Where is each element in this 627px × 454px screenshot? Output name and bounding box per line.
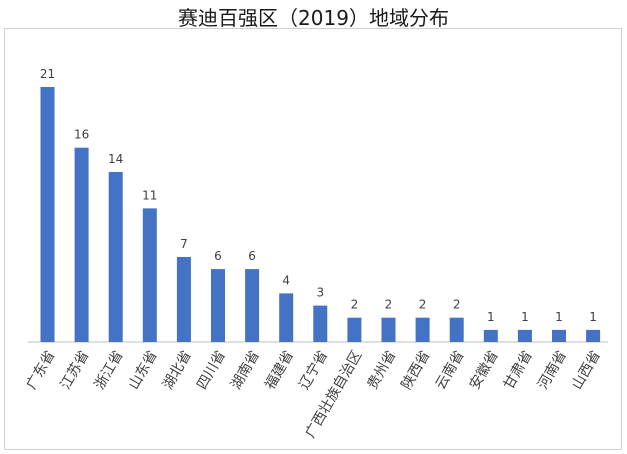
data-label-16: 1 (589, 310, 597, 324)
chart-frame (4, 28, 622, 450)
bar-1 (74, 147, 89, 342)
category-label-11: 陕西省 (399, 348, 434, 392)
bar-10 (381, 317, 396, 342)
bar-5 (211, 269, 225, 342)
bar-15 (552, 329, 566, 342)
bar-14 (517, 329, 532, 342)
bar-4 (176, 257, 191, 342)
chart-title: 赛迪百强区（2019）地域分布 (178, 6, 449, 30)
data-label-11: 2 (419, 298, 427, 312)
category-label-10: 贵州省 (365, 348, 400, 392)
bar-0 (40, 87, 55, 342)
category-label-2: 浙江省 (92, 348, 127, 392)
data-label-14: 1 (521, 310, 529, 324)
bar-16 (586, 329, 601, 342)
bar-6 (245, 269, 260, 342)
category-label-0: 广东省 (24, 348, 59, 392)
bar-8 (313, 305, 328, 342)
data-label-5: 6 (214, 249, 222, 263)
data-label-10: 2 (385, 298, 393, 312)
data-label-15: 1 (555, 310, 563, 324)
data-label-4: 7 (180, 237, 188, 251)
category-label-6: 湖南省 (228, 348, 263, 392)
bar-7 (279, 293, 294, 342)
data-label-2: 14 (108, 152, 123, 166)
data-label-3: 11 (142, 188, 157, 202)
bars-group (40, 87, 601, 342)
category-label-1: 江苏省 (58, 348, 93, 392)
bar-2 (108, 172, 123, 342)
bar-3 (142, 208, 157, 342)
data-label-7: 4 (282, 273, 290, 287)
category-label-7: 福建省 (262, 348, 297, 392)
bar-9 (347, 317, 362, 342)
bar-13 (483, 329, 498, 342)
data-label-1: 16 (74, 128, 89, 142)
category-label-16: 山西省 (569, 348, 604, 392)
category-label-3: 山东省 (126, 348, 161, 392)
data-label-9: 2 (351, 298, 359, 312)
bar-11 (415, 317, 430, 342)
category-label-14: 甘肃省 (501, 348, 536, 392)
data-label-0: 21 (40, 67, 55, 81)
category-label-12: 云南省 (433, 348, 468, 392)
data-label-6: 6 (248, 249, 256, 263)
data-label-12: 2 (453, 298, 461, 312)
data-label-13: 1 (487, 310, 495, 324)
bar-12 (449, 317, 464, 342)
category-label-13: 安徽省 (467, 348, 502, 392)
data-label-8: 3 (316, 286, 324, 300)
category-label-8: 辽宁省 (296, 348, 332, 393)
category-label-15: 河南省 (535, 348, 570, 392)
category-label-5: 四川省 (194, 348, 229, 392)
category-label-4: 湖北省 (160, 348, 195, 392)
